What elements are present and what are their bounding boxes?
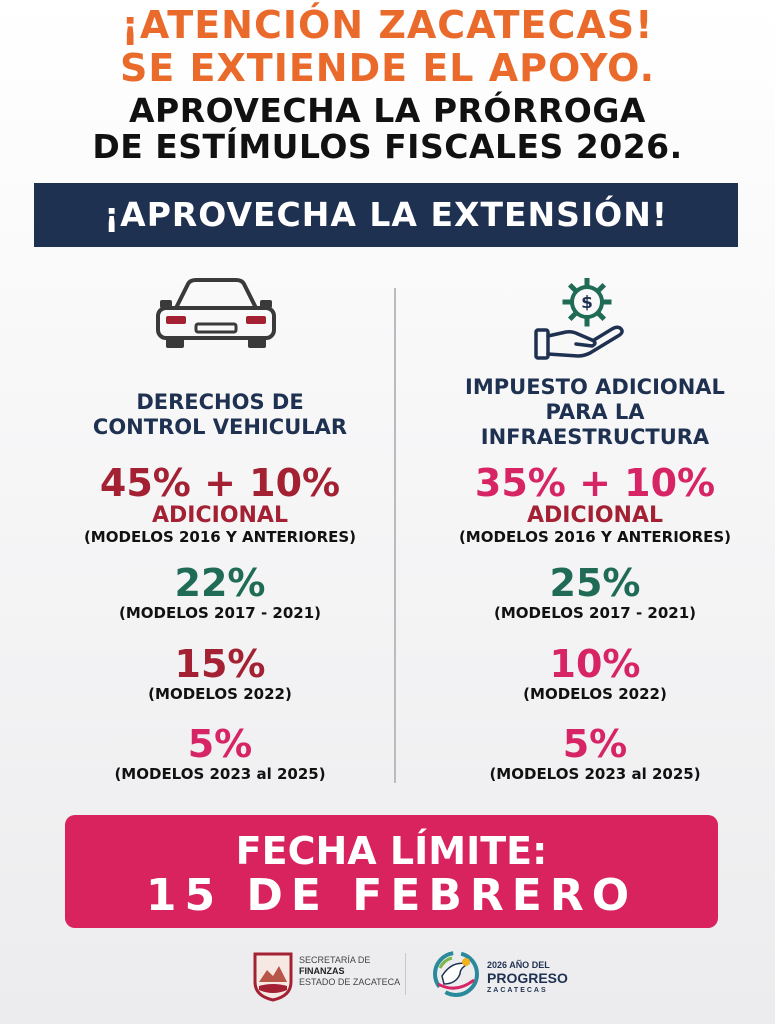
subheadline-line1: APROVECHA LA PRÓRROGA	[129, 91, 646, 130]
left-column-title-line2: CONTROL VEHICULAR	[92, 415, 348, 439]
right-tier1-models: (MODELOS 2016 Y ANTERIORES)	[458, 528, 732, 546]
left-tier2-discount: 22%	[174, 561, 266, 605]
secretaria-line1: SECRETARÍA DE	[299, 955, 371, 965]
footer-divider	[405, 953, 406, 995]
right-tier2-discount: 25%	[549, 561, 641, 605]
progreso-line2: PROGRESO	[487, 970, 568, 986]
left-tier1-models: (MODELOS 2016 Y ANTERIORES)	[83, 528, 357, 546]
secretaria-line2: FINANZAS	[299, 966, 345, 976]
right-tier4-models: (MODELOS 2023 al 2025)	[489, 765, 701, 783]
deadline-box: FECHA LÍMITE: 15 DE FEBRERO	[65, 815, 718, 928]
right-column-title-line1: IMPUESTO ADICIONAL	[465, 375, 725, 399]
left-tier3-models: (MODELOS 2022)	[148, 685, 292, 703]
finanzas-seal-icon	[251, 952, 295, 1002]
hand-gear-dollar-icon: $	[532, 277, 628, 362]
right-column-title-line3: INFRAESTRUCTURA	[480, 425, 710, 449]
progreso-dove-logo-icon	[430, 950, 482, 998]
deadline-label: FECHA LÍMITE:	[235, 829, 548, 873]
headline-line1: ¡ATENCIÓN ZACATECAS!	[121, 3, 654, 47]
progreso-text: 2026 AÑO DEL PROGRESO ZACATECAS	[487, 960, 568, 996]
right-tier1-discount: 35% + 10%	[474, 461, 716, 505]
left-tier2-models: (MODELOS 2017 - 2021)	[118, 604, 322, 622]
column-divider	[394, 288, 396, 783]
right-tier2-models: (MODELOS 2017 - 2021)	[493, 604, 697, 622]
right-column-title-line2: PARA LA	[545, 400, 645, 424]
right-tier3-discount: 10%	[549, 642, 641, 686]
right-tier1-extra: ADICIONAL	[527, 503, 663, 528]
left-tier1-extra: ADICIONAL	[152, 503, 288, 528]
left-tier4-discount: 5%	[187, 722, 253, 766]
secretaria-text: SECRETARÍA DE FINANZAS ESTADO DE ZACATEC…	[299, 955, 400, 988]
progreso-line1: 2026 AÑO DEL	[487, 960, 550, 970]
subheadline-line2: DE ESTÍMULOS FISCALES 2026.	[92, 127, 683, 166]
left-tier4-models: (MODELOS 2023 al 2025)	[114, 765, 326, 783]
extension-banner: ¡APROVECHA LA EXTENSIÓN!	[34, 183, 738, 247]
deadline-date: 15 DE FEBRERO	[145, 870, 638, 921]
left-tier3-discount: 15%	[174, 642, 266, 686]
progreso-line3: ZACATECAS	[487, 987, 548, 994]
left-tier1-discount: 45% + 10%	[99, 461, 341, 505]
secretaria-line3: ESTADO DE ZACATECA	[299, 977, 401, 987]
left-column-title-line1: DERECHOS DE	[136, 390, 304, 414]
svg-text:$: $	[581, 293, 593, 313]
right-tier4-discount: 5%	[562, 722, 628, 766]
right-tier3-models: (MODELOS 2022)	[523, 685, 667, 703]
car-icon	[152, 278, 280, 350]
headline-line2: SE EXTIENDE EL APOYO.	[119, 46, 656, 90]
